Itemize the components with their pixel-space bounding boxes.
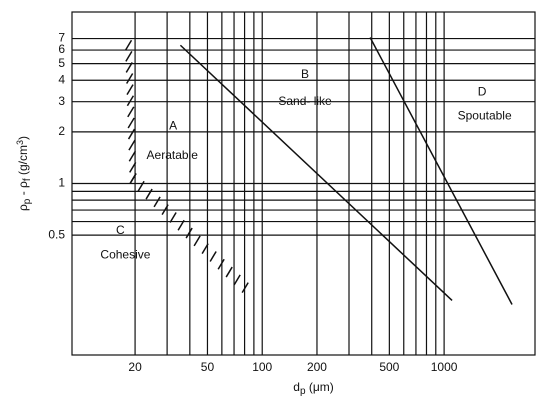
y-tick-label: 3: [58, 94, 65, 108]
y-tick-label: 1: [58, 176, 65, 190]
label-part: d: [293, 380, 300, 394]
hatch: [217, 258, 225, 270]
y-tick-label: 0.5: [48, 227, 65, 241]
hatch: [201, 243, 209, 255]
y-axis-label: ρp - ρf (g/cm3): [15, 136, 33, 211]
annotation: C: [116, 223, 125, 237]
boundary-line: [179, 44, 453, 301]
hatch: [129, 173, 137, 184]
hatch: [125, 62, 133, 73]
hatch: [127, 117, 135, 129]
hatch: [129, 161, 137, 173]
x-tick-label: 100: [252, 360, 272, 374]
y-tick-label: 7: [58, 31, 65, 45]
hatch: [125, 73, 134, 84]
hatch-marks: [124, 39, 249, 294]
hatch: [161, 204, 169, 216]
hatch: [124, 39, 133, 51]
hatch: [145, 188, 153, 200]
hatch: [241, 282, 249, 294]
x-tick-label: 50: [201, 360, 215, 374]
label-part: (g/cm: [16, 145, 30, 178]
label-part: (μm): [306, 380, 334, 394]
y-tick-label: 4: [58, 72, 65, 86]
hatch: [169, 212, 177, 223]
annotation: D: [478, 85, 487, 99]
label-part: ρ: [16, 204, 30, 211]
x-tick-label: 1000: [431, 360, 458, 374]
y-tick-label: 2: [58, 124, 65, 138]
hatch: [126, 84, 134, 96]
hatch: [127, 106, 135, 118]
hatch: [209, 251, 217, 262]
hatch: [127, 128, 136, 140]
hatch: [193, 235, 201, 247]
label-part: ): [16, 136, 30, 140]
annotation: Cohesive: [100, 248, 150, 262]
hatch: [233, 274, 241, 286]
label-part: p: [300, 386, 306, 397]
hatch: [137, 180, 145, 192]
y-tick-label: 6: [58, 42, 65, 56]
annotation: Sand- like: [278, 94, 332, 108]
hatch: [126, 95, 135, 107]
x-tick-label: 20: [128, 360, 142, 374]
hatch: [185, 227, 193, 239]
y-tick-label: 5: [58, 56, 65, 70]
x-tick-label: 500: [379, 360, 399, 374]
annotation: A: [169, 118, 177, 132]
label-part: f: [22, 178, 33, 181]
hatch: [128, 139, 136, 151]
hatch: [125, 50, 133, 62]
hatch: [177, 219, 185, 231]
hatch: [225, 266, 233, 278]
annotation: Aeratable: [147, 148, 199, 162]
label-part: p: [22, 198, 33, 204]
label-part: 3: [15, 140, 25, 145]
boundary-line: [369, 37, 513, 305]
hatch: [128, 150, 136, 162]
x-tick-label: 200: [307, 360, 327, 374]
label-part: - ρ: [16, 181, 30, 199]
x-axis-label: dp (μm): [293, 380, 334, 397]
annotation: Spoutable: [458, 108, 512, 122]
hatch: [153, 196, 161, 208]
annotation: B: [301, 67, 309, 81]
